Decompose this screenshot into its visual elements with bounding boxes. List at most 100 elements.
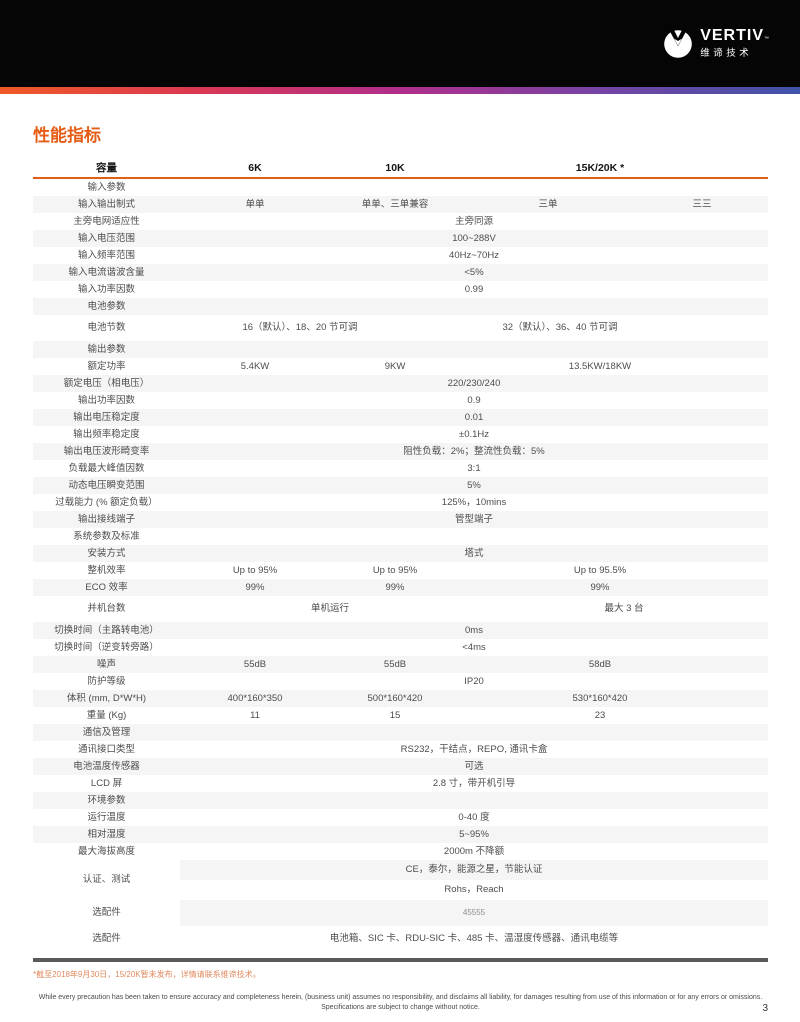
section-label: 通信及管理: [82, 726, 131, 738]
value-cell: 塔式: [464, 547, 484, 559]
row-label: 重量 (Kg): [86, 709, 127, 721]
row-values: 可选: [180, 758, 768, 775]
value-cell: 主旁同源: [454, 215, 493, 227]
value-cell: 23: [594, 709, 606, 721]
value-cell: 最大 3 台: [604, 603, 644, 614]
trademark-symbol: ™: [764, 36, 770, 42]
row-values: [180, 792, 768, 809]
value-cell: 0ms: [465, 624, 483, 636]
section-label: 电池参数: [87, 300, 126, 312]
row-values: 单单 单单、三单兼容 三单 三三: [180, 196, 768, 213]
value-cell: 16（默认）、18、20 节可调: [242, 322, 358, 333]
row-values: [180, 298, 768, 315]
value-cell: 阻性负载：2%；整流性负载：5%: [403, 445, 545, 457]
row-values: [180, 724, 768, 741]
disclaimer-line-2: Specifications are subject to change wit…: [321, 1003, 480, 1011]
row-label: 认证、测试: [82, 874, 131, 885]
table-row: 输入频率范围 40Hz~70Hz: [33, 247, 768, 264]
table-row: 运行温度 0-40 度: [33, 809, 768, 826]
row-values: 5%: [180, 477, 768, 494]
row-values: 2000m 不降额: [180, 843, 768, 860]
disclaimer-line-1: While every precaution has been taken to…: [38, 994, 763, 1001]
table-row: 额定电压（相电压） 220/230/240: [33, 375, 768, 392]
row-label: 体积 (mm, D*W*H): [66, 692, 147, 704]
row-values: 5~95%: [180, 826, 768, 843]
row-values: 单机运行 最大 3 台: [180, 596, 768, 622]
row-label: 输入输出制式: [77, 198, 135, 210]
row-values: [180, 179, 768, 196]
table-row: 电池节数 16（默认）、18、20 节可调 32（默认）、36、40 节可调: [33, 315, 768, 341]
row-label: 安装方式: [87, 547, 126, 559]
value-cell: 3:1: [467, 462, 481, 474]
row-values: 220/230/240: [180, 375, 768, 392]
brand-gradient-stripe: [0, 87, 800, 94]
table-row: 电池温度传感器 可选: [33, 758, 768, 775]
row-label: 运行温度: [87, 811, 126, 823]
spec-table: 容量 6K 10K 15K/20K * 输入参数 输入输出制式 单单 单单、三单兼容 三…: [33, 158, 768, 952]
section-label: 环境参数: [87, 794, 126, 806]
value-cell: 125%，10mins: [441, 496, 507, 508]
value-cell: 三单: [538, 198, 558, 210]
row-label: 通讯接口类型: [77, 743, 135, 755]
table-row: 并机台数 单机运行 最大 3 台: [33, 596, 768, 622]
table-row: 动态电压瞬变范围 5%: [33, 477, 768, 494]
table-row: 认证、测试 CE，泰尔，能源之星，节能认证 Rohs，Reach: [33, 860, 768, 900]
value-cell: 三三: [692, 198, 712, 210]
row-values: 5.4KW 9KW 13.5KW/18KW: [180, 358, 768, 375]
row-values: 45555: [180, 900, 768, 926]
table-row: 输出电压稳定度 0.01: [33, 409, 768, 426]
row-label: 主旁电网适应性: [73, 215, 140, 227]
value-cell: 45555: [180, 900, 768, 926]
page-number: 3: [762, 1003, 768, 1014]
value-cell: 2.8 寸，带开机引导: [432, 777, 516, 789]
table-row: ECO 效率 99% 99% 99%: [33, 579, 768, 596]
row-label: 额定功率: [87, 360, 126, 372]
value-cell: 220/230/240: [447, 377, 501, 389]
row-values: 0-40 度: [180, 809, 768, 826]
value-cell: 530*160*420: [572, 692, 628, 704]
value-cell: 电池箱、SIC 卡、RDU-SIC 卡、485 卡、温湿度传感器、通讯电缆等: [329, 933, 619, 944]
table-row: 过载能力 (% 额定负载） 125%，10mins: [33, 494, 768, 511]
table-row: 输入功率因数 0.99: [33, 281, 768, 298]
vertiv-logo-icon: [664, 29, 693, 58]
col-header-6k: 6K: [248, 161, 262, 174]
row-values: 40Hz~70Hz: [180, 247, 768, 264]
disclaimer: While every precaution has been taken to…: [33, 993, 768, 1012]
value-cell: ±0.1Hz: [458, 428, 490, 440]
row-label: 防护等级: [87, 675, 126, 687]
row-values: 管型端子: [180, 511, 768, 528]
row-label: 输入电压范围: [77, 232, 135, 244]
row-values: 11 15 23: [180, 707, 768, 724]
table-row: 整机效率 Up to 95% Up to 95% Up to 95.5%: [33, 562, 768, 579]
value-cell: 0.01: [464, 411, 484, 423]
row-values: 2.8 寸，带开机引导: [180, 775, 768, 792]
value-cell: Up to 95.5%: [573, 564, 627, 576]
table-section-row: 输出参数: [33, 341, 768, 358]
row-label: 输出功率因数: [77, 394, 135, 406]
table-section-row: 环境参数: [33, 792, 768, 809]
value-cell: 55dB: [243, 658, 267, 670]
row-values: 塔式: [180, 545, 768, 562]
value-cell: 单机运行: [310, 603, 349, 614]
value-cell: 15: [389, 709, 401, 721]
row-values: 55dB 55dB 58dB: [180, 656, 768, 673]
row-values: 电池箱、SIC 卡、RDU-SIC 卡、485 卡、温湿度传感器、通讯电缆等: [180, 926, 768, 952]
col-header-10k: 10K: [385, 161, 405, 174]
row-label: 电池节数: [87, 322, 126, 333]
row-values: 0.99: [180, 281, 768, 298]
row-values: 0ms: [180, 622, 768, 639]
table-row: 最大海拔高度 2000m 不降额: [33, 843, 768, 860]
value-cell: 58dB: [588, 658, 612, 670]
value-cell: Up to 95%: [232, 564, 278, 576]
row-label: 整机效率: [87, 564, 126, 576]
table-body: 输入参数 输入输出制式 单单 单单、三单兼容 三单 三三 主旁电网适应性 主旁同源 输入电压范围…: [33, 179, 768, 952]
brand-name: VERTIV™: [700, 27, 770, 44]
col-header-15k-20k: 15K/20K *: [575, 161, 625, 174]
row-label: 并机台数: [87, 603, 126, 614]
value-cell: 5.4KW: [240, 360, 270, 372]
table-row: 输入输出制式 单单 单单、三单兼容 三单 三三: [33, 196, 768, 213]
vertiv-logo-text: VERTIV™ 维谛技术: [700, 28, 770, 59]
value-cell: 5~95%: [459, 828, 489, 840]
row-label: 电池温度传感器: [73, 760, 140, 772]
table-row: 输入电流谐波含量 <5%: [33, 264, 768, 281]
